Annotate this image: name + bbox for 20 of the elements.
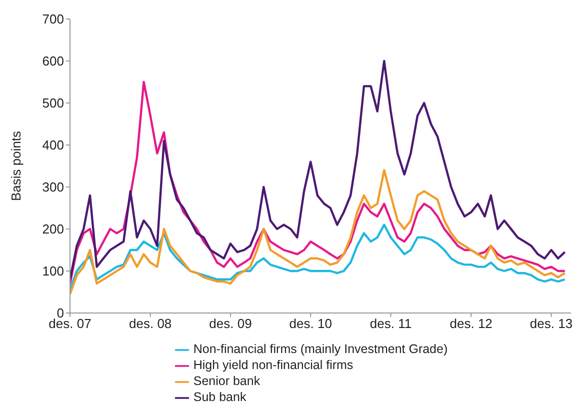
line-series: [70, 169, 566, 296]
y-tick-label: 400: [42, 138, 64, 153]
y-tick-label: 700: [42, 12, 64, 27]
x-tick-label: des. 13: [530, 316, 573, 332]
x-tick-label: des. 12: [450, 316, 492, 332]
y-tick-label: 500: [42, 96, 64, 111]
x-tick-label: des. 10: [289, 316, 332, 332]
legend-label: High yield non-financial firms: [193, 358, 354, 372]
y-tick-label: 200: [42, 222, 64, 237]
legend-label: Senior bank: [193, 374, 260, 388]
y-tick-label: 300: [42, 180, 64, 195]
y-tick-label: 100: [42, 264, 64, 279]
y-axis-title: Basis points: [8, 130, 24, 202]
x-tick-label: des. 08: [129, 316, 172, 332]
x-tick-label: des. 09: [209, 316, 252, 332]
x-tick-label: des. 11: [370, 316, 412, 332]
line-series: [70, 224, 566, 291]
legend-label: Sub bank: [193, 390, 246, 404]
y-tick-label: 600: [42, 54, 64, 69]
legend-label: Non-financial firms (mainly Investment Grade): [193, 342, 448, 356]
